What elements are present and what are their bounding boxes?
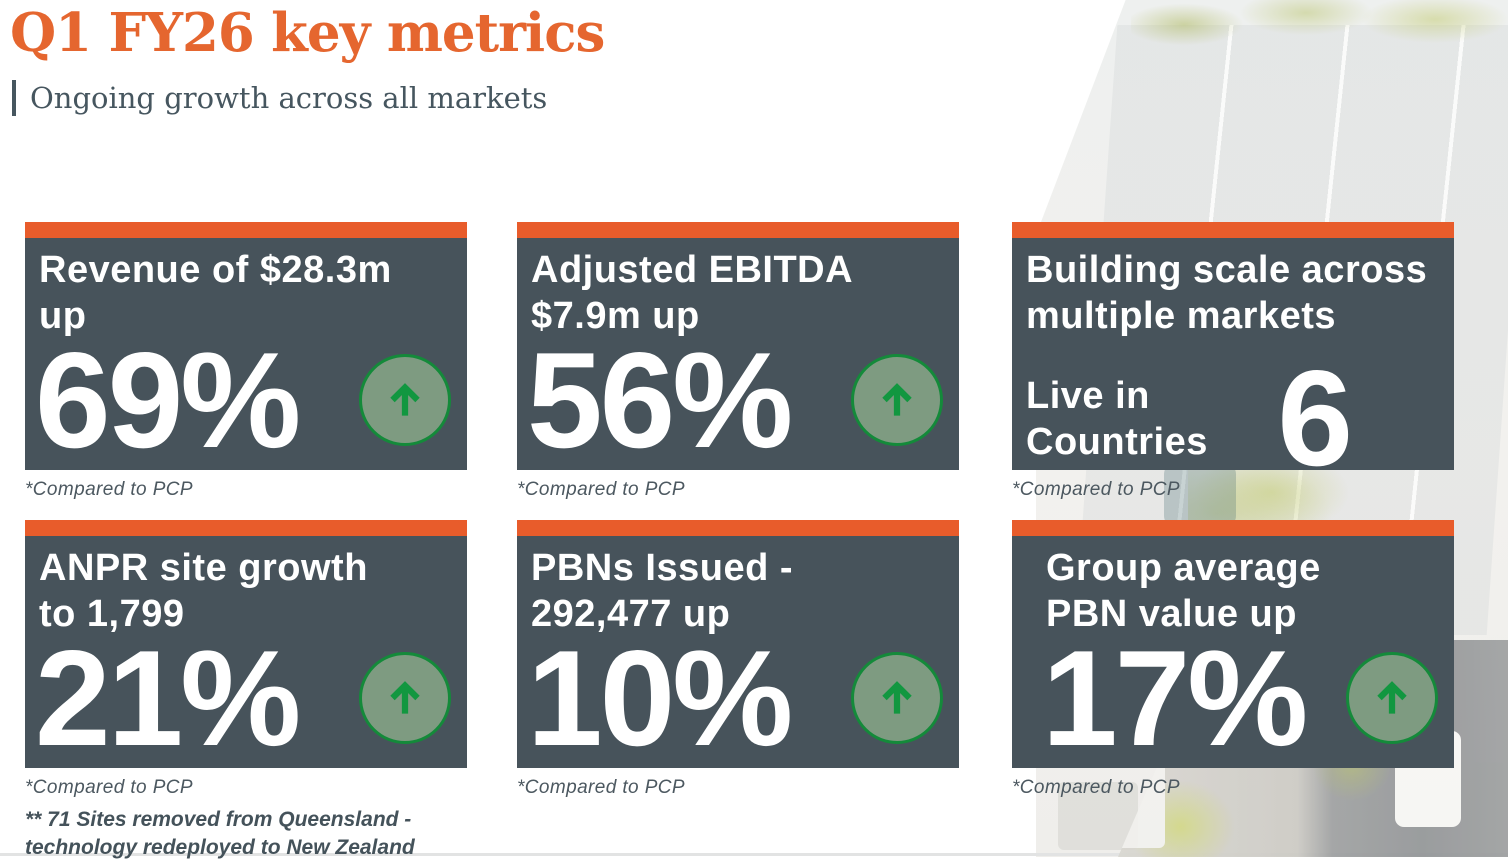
value-row: 56%	[527, 332, 947, 468]
heading-line: 292,477 up	[531, 593, 731, 635]
card-heading: PBNs Issued - 292,477 up	[531, 545, 947, 637]
card-heading: Revenue of $28.3m up	[39, 247, 455, 339]
up-arrow-icon	[1346, 652, 1438, 745]
footnote: *Compared to PCP	[1012, 777, 1180, 798]
metric-value: 17%	[1042, 622, 1308, 774]
heading-line: Group average	[1046, 547, 1321, 589]
footnote: *Compared to PCP	[25, 479, 193, 500]
card-heading: ANPR site growth to 1,799	[39, 545, 455, 637]
car-decoration	[1164, 464, 1236, 526]
note-line: ** 71 Sites removed from Queensland -	[25, 808, 412, 831]
heading-line: up	[39, 295, 87, 337]
heading-line: Building scale across	[1026, 249, 1428, 291]
footnote-detail: ** 71 Sites removed from Queensland - te…	[25, 806, 467, 863]
heading-line: Revenue of $28.3m	[39, 249, 392, 291]
card-heading: Group average PBN value up	[1046, 545, 1442, 637]
heading-line: ANPR site growth	[39, 547, 368, 589]
metric-slot-ebitda: Adjusted EBITDA $7.9m up 56% *Compared t…	[517, 222, 959, 501]
metric-value: 69%	[35, 324, 301, 476]
metric-value: 21%	[35, 622, 301, 774]
page-subtitle: Ongoing growth across all markets	[12, 80, 547, 117]
up-arrow-icon	[359, 652, 451, 745]
up-arrow-icon	[851, 354, 943, 447]
page-title: Q1 FY26 key metrics	[10, 2, 605, 64]
value-row: 10%	[527, 630, 947, 766]
metric-value: 10%	[527, 622, 793, 774]
countries-label: Live in Countries	[1026, 373, 1208, 465]
footnote: *Compared to PCP	[25, 777, 193, 798]
heading-line: Adjusted EBITDA	[531, 249, 854, 291]
metric-card-anpr: ANPR site growth to 1,799 21%	[25, 520, 467, 768]
metric-card-pbns-issued: PBNs Issued - 292,477 up 10%	[517, 520, 959, 768]
up-arrow-icon	[359, 354, 451, 447]
value-row: 69%	[35, 332, 455, 468]
label-line: Live in	[1026, 374, 1150, 417]
footnote: *Compared to PCP	[1012, 479, 1180, 500]
metric-slot-anpr: ANPR site growth to 1,799 21% *Compared …	[25, 520, 467, 863]
value-row: 17%	[1042, 630, 1442, 766]
heading-line: to 1,799	[39, 593, 185, 635]
metric-card-countries: Building scale across multiple markets L…	[1012, 222, 1454, 486]
value-row: 21%	[35, 630, 455, 766]
footnote: *Compared to PCP	[517, 777, 685, 798]
metric-slot-revenue: Revenue of $28.3m up 69% *Compared to PC…	[25, 222, 467, 501]
metric-slot-pbns-issued: PBNs Issued - 292,477 up 10% *Compared t…	[517, 520, 959, 799]
value-row: Live in Countries 6	[1026, 342, 1442, 494]
metric-value: 6	[1277, 342, 1353, 494]
heading-line: PBNs Issued -	[531, 547, 794, 589]
label-line: Countries	[1026, 420, 1208, 463]
metric-slot-countries: Building scale across multiple markets L…	[1012, 222, 1454, 501]
planter-decoration	[1058, 782, 1138, 850]
card-heading: Building scale across multiple markets	[1026, 247, 1442, 339]
trees-top-decoration	[1131, 0, 1508, 50]
card-heading: Adjusted EBITDA $7.9m up	[531, 247, 947, 339]
heading-line: $7.9m up	[531, 295, 700, 337]
metric-slot-pbn-value: Group average PBN value up 17% *Compared…	[1012, 520, 1454, 799]
metric-value: 56%	[527, 324, 793, 476]
slide-bottom-edge	[0, 853, 1508, 856]
metric-card-ebitda: Adjusted EBITDA $7.9m up 56%	[517, 222, 959, 470]
footnote: *Compared to PCP	[517, 479, 685, 500]
metric-card-pbn-value: Group average PBN value up 17%	[1012, 520, 1454, 768]
metric-card-revenue: Revenue of $28.3m up 69%	[25, 222, 467, 470]
heading-line: multiple markets	[1026, 295, 1336, 337]
up-arrow-icon	[851, 652, 943, 745]
note-line: technology redeployed to New Zealand	[25, 836, 415, 860]
heading-line: PBN value up	[1046, 593, 1297, 635]
